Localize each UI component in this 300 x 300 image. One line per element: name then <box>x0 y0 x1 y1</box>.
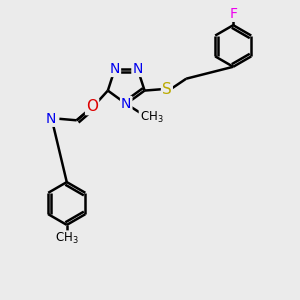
Text: S: S <box>162 82 172 97</box>
Text: CH$_3$: CH$_3$ <box>55 231 79 246</box>
Text: O: O <box>86 99 98 114</box>
Text: N: N <box>46 112 56 126</box>
Text: N: N <box>121 97 131 111</box>
Text: H: H <box>45 112 54 125</box>
Text: CH$_3$: CH$_3$ <box>140 110 163 125</box>
Text: F: F <box>229 7 237 21</box>
Text: N: N <box>110 62 120 76</box>
Text: N: N <box>132 62 143 76</box>
